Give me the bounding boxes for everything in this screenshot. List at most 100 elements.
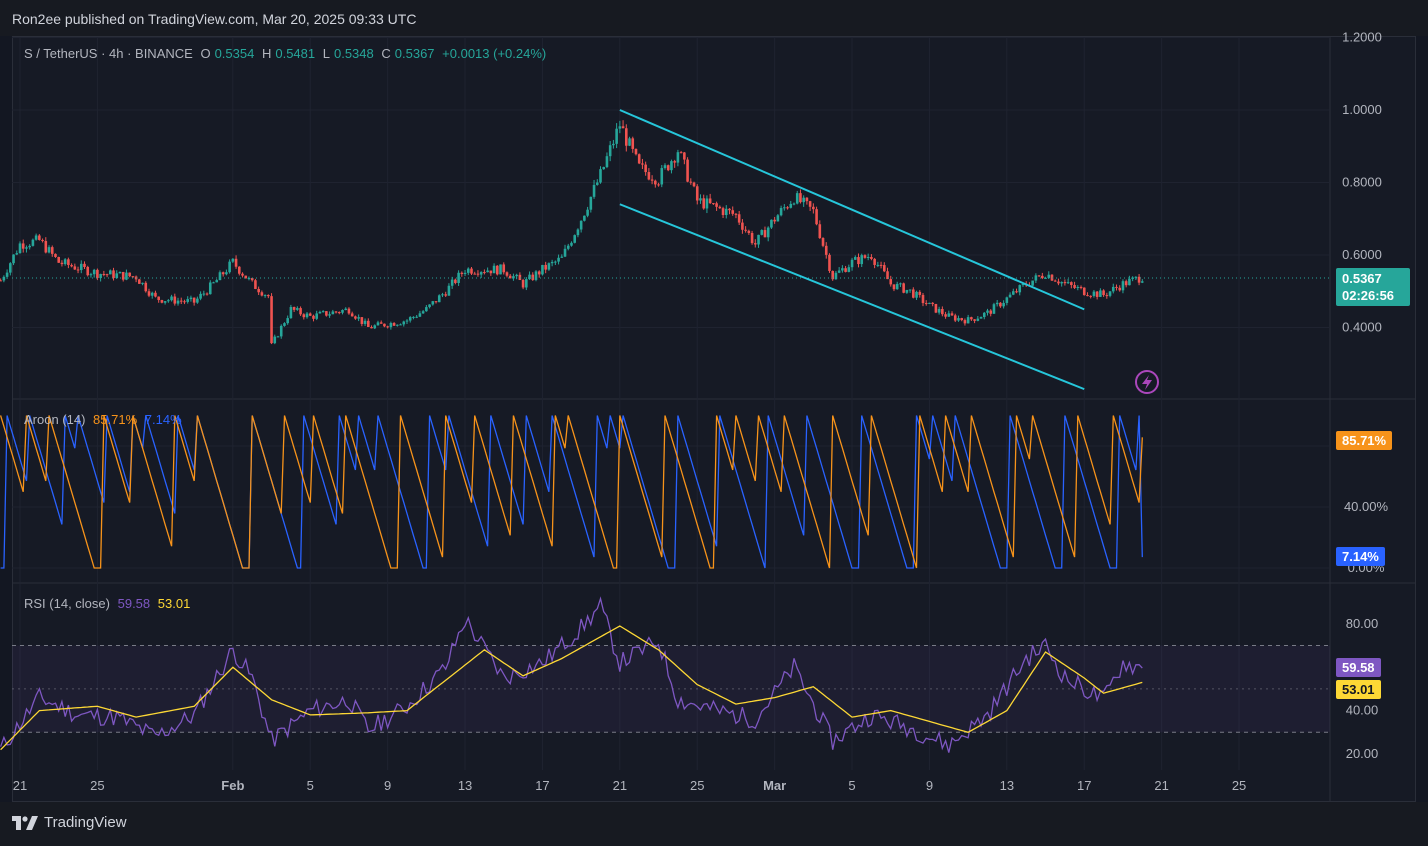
candle-body: [702, 198, 705, 209]
rsi-value: 59.58: [117, 596, 151, 611]
candle-body: [383, 323, 386, 327]
candle-body: [663, 165, 667, 169]
symbol-label[interactable]: S / TetherUS · 4h · BINANCE: [24, 46, 193, 61]
candle-body: [179, 300, 183, 302]
candle-body: [608, 145, 612, 157]
candle-body: [457, 272, 460, 283]
candle-body: [776, 215, 780, 222]
candle-body: [350, 313, 354, 317]
candle-body: [273, 336, 277, 344]
time-tick-label: 25: [690, 778, 704, 793]
candle-body: [521, 280, 525, 288]
candle-body: [367, 320, 370, 327]
candle-body: [650, 179, 654, 181]
candle-body: [573, 235, 576, 243]
low-label: L: [322, 46, 330, 61]
candle-body: [476, 273, 480, 275]
candle-body: [708, 198, 712, 204]
candle-body: [692, 182, 696, 187]
candle-body: [1137, 276, 1141, 283]
lightning-alert-icon[interactable]: [1135, 370, 1159, 394]
candle-body: [483, 272, 486, 274]
candle-body: [157, 296, 160, 301]
candle-body: [789, 203, 793, 208]
candle-body: [1012, 291, 1015, 295]
candle-body: [447, 285, 451, 296]
candle-body: [1118, 287, 1122, 291]
candle-body: [518, 274, 522, 281]
candle-body: [1111, 286, 1115, 292]
candle-body: [602, 167, 606, 170]
candle-body: [563, 248, 567, 257]
aroon-down-tag: 7.14%: [1336, 547, 1385, 566]
candle-body: [12, 254, 15, 264]
candle-body: [289, 307, 293, 319]
open-label: O: [200, 46, 211, 61]
candle-body: [812, 206, 815, 210]
tradingview-brand[interactable]: TradingView: [12, 814, 127, 831]
candle-body: [982, 312, 986, 318]
candle-body: [605, 156, 609, 168]
candle-body: [831, 270, 834, 280]
candle-body: [1095, 291, 1099, 297]
candle-body: [912, 289, 915, 298]
candle-body: [889, 279, 893, 285]
candle-body: [670, 161, 673, 171]
candle-body: [208, 282, 212, 295]
candle-body: [979, 317, 983, 319]
candle-body: [1128, 278, 1131, 286]
rsi-name[interactable]: RSI (14, close): [24, 596, 110, 611]
candle-body: [737, 214, 741, 223]
candle-body: [486, 270, 489, 273]
candle-body: [934, 303, 938, 313]
candle-body: [292, 307, 296, 310]
candle-body: [802, 197, 805, 203]
candle-body: [844, 268, 847, 272]
candle-body: [895, 283, 899, 290]
candle-body: [408, 317, 412, 321]
candle-body: [21, 243, 25, 249]
candle-body: [225, 272, 228, 275]
candle-body: [473, 273, 477, 275]
candle-body: [754, 243, 757, 245]
candle-body: [1044, 277, 1047, 279]
candle-body: [405, 320, 409, 322]
aroon-name[interactable]: Aroon (14): [24, 412, 86, 427]
candle-body: [899, 283, 902, 285]
candle-body: [18, 243, 22, 254]
candle-body: [866, 257, 870, 259]
candle-body: [970, 317, 973, 320]
candle-body: [489, 270, 493, 274]
candle-body: [341, 310, 344, 313]
candle-body: [570, 242, 573, 246]
candle-body: [331, 311, 335, 315]
candle-body: [5, 272, 9, 277]
time-tick-label: 5: [848, 778, 855, 793]
candle-body: [892, 284, 896, 290]
candle-body: [466, 268, 470, 273]
candle-body: [344, 308, 348, 311]
candle-body: [60, 262, 64, 265]
chart-frame[interactable]: [12, 36, 1416, 802]
candle-body: [96, 269, 99, 279]
candle-body: [238, 266, 241, 274]
candle-body: [9, 263, 12, 273]
candle-body: [109, 270, 112, 275]
candle-body: [560, 256, 564, 258]
candle-body: [154, 292, 157, 297]
rsi-tick-label: 20.00: [1346, 746, 1379, 761]
candle-body: [595, 182, 599, 185]
candle-body: [647, 172, 651, 180]
candle-body: [724, 208, 728, 216]
candle-body: [1021, 283, 1025, 286]
candle-body: [634, 148, 638, 155]
candle-body: [834, 272, 838, 280]
high-value: 0.5481: [275, 46, 316, 61]
candle-body: [508, 275, 512, 279]
brand-name: TradingView: [44, 814, 127, 831]
candle-body: [805, 197, 809, 202]
candle-body: [437, 295, 441, 303]
candle-body: [325, 311, 328, 316]
candle-body: [347, 308, 351, 314]
